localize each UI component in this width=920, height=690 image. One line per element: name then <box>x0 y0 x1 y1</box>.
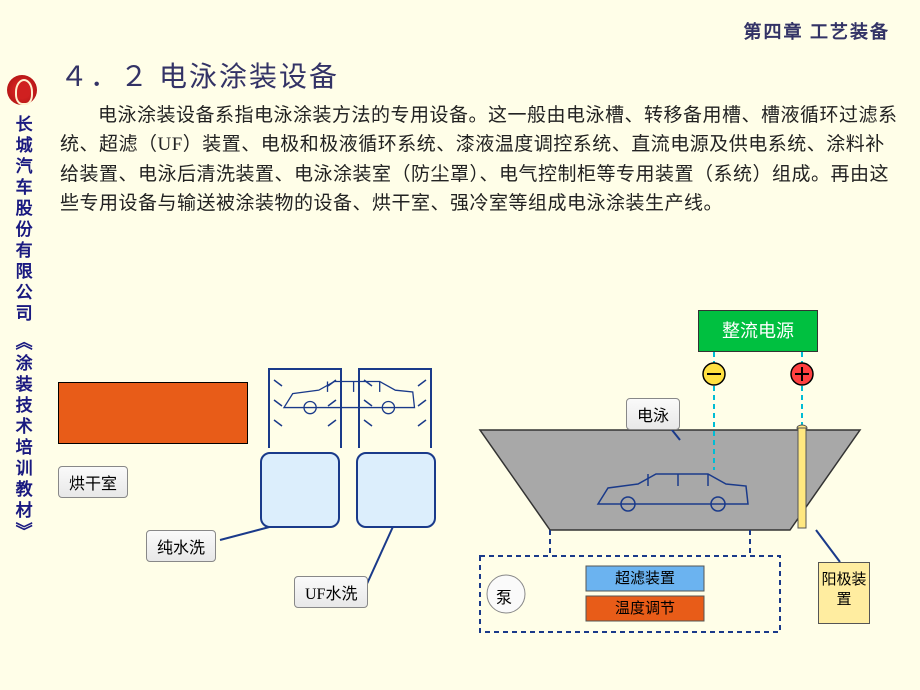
sidebar-book: 《涂装技术培训教材》 <box>8 333 35 543</box>
chapter-header: 第四章 工艺装备 <box>744 18 891 44</box>
pure-wash-tank <box>260 452 340 528</box>
label-uf-wash: UF水洗 <box>294 576 368 608</box>
label-pure-wash: 纯水洗 <box>146 530 216 562</box>
spray-frame-1 <box>268 368 342 448</box>
label-uf-device: 超滤装置 <box>586 567 704 588</box>
anode-box: 阳极装置 <box>818 562 870 624</box>
spray-frame-2 <box>358 368 432 448</box>
content-block: ４．２ 电泳涂装设备 电泳涂装设备系指电泳涂装方法的专用设备。这一般由电泳槽、转… <box>60 55 900 219</box>
label-ed: 电泳 <box>626 398 680 430</box>
label-drying-room: 烘干室 <box>58 466 128 498</box>
drying-room-box <box>58 382 248 444</box>
section-paragraph: 电泳涂装设备系指电泳涂装方法的专用设备。这一般由电泳槽、转移备用槽、槽液循环过滤… <box>60 101 900 219</box>
rectifier-box: 整流电源 <box>698 310 818 352</box>
company-logo-icon <box>7 75 37 105</box>
sidebar-company: 长城汽车股份有限公司 <box>8 115 35 325</box>
label-temp-control: 温度调节 <box>586 597 704 618</box>
electrocoat-diagram: 整流电源 阳极装置 烘干室 纯水洗 UF水洗 电泳 泵 超滤装置 温度调节 <box>50 330 910 680</box>
sidebar: 长城汽车股份有限公司 《涂装技术培训教材》 <box>4 75 40 543</box>
uf-wash-tank <box>356 452 436 528</box>
section-title: ４．２ 电泳涂装设备 <box>60 55 900 95</box>
label-pump: 泵 <box>496 584 512 608</box>
